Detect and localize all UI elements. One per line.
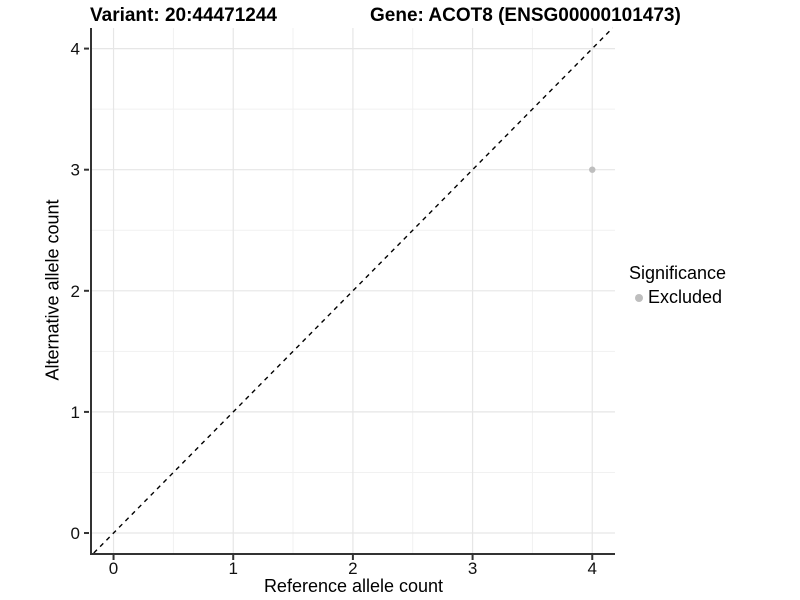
svg-text:0: 0 <box>109 559 118 578</box>
svg-text:0: 0 <box>71 524 80 543</box>
svg-text:2: 2 <box>348 559 357 578</box>
svg-text:4: 4 <box>71 40 80 59</box>
svg-text:1: 1 <box>71 403 80 422</box>
legend-marker-dot-icon <box>635 293 643 302</box>
data-points <box>589 166 596 173</box>
legend-title: Significance <box>629 263 727 283</box>
data-point <box>589 166 596 173</box>
y-axis-title: Alternative allele count <box>42 199 63 381</box>
axis-ticks <box>84 47 594 560</box>
svg-text:1: 1 <box>228 559 237 578</box>
svg-text:2: 2 <box>71 282 80 301</box>
identity-line <box>93 27 614 554</box>
plot-title-variant: Variant: 20:44471244 <box>90 5 277 26</box>
svg-text:3: 3 <box>468 559 477 578</box>
svg-text:3: 3 <box>71 161 80 180</box>
legend-entry-label: Excluded <box>648 287 723 307</box>
legend-entry-excluded: Excluded <box>629 287 726 308</box>
legend: Significance Excluded <box>629 263 726 308</box>
svg-text:4: 4 <box>588 559 597 578</box>
axis-lines <box>90 28 615 555</box>
tick-labels: 0 1 2 3 4 0 1 2 3 4 <box>71 40 597 578</box>
plot-title-gene: Gene: ACOT8 (ENSG00000101473) <box>370 5 681 26</box>
x-axis-title: Reference allele count <box>263 576 444 596</box>
gridlines <box>92 28 615 553</box>
